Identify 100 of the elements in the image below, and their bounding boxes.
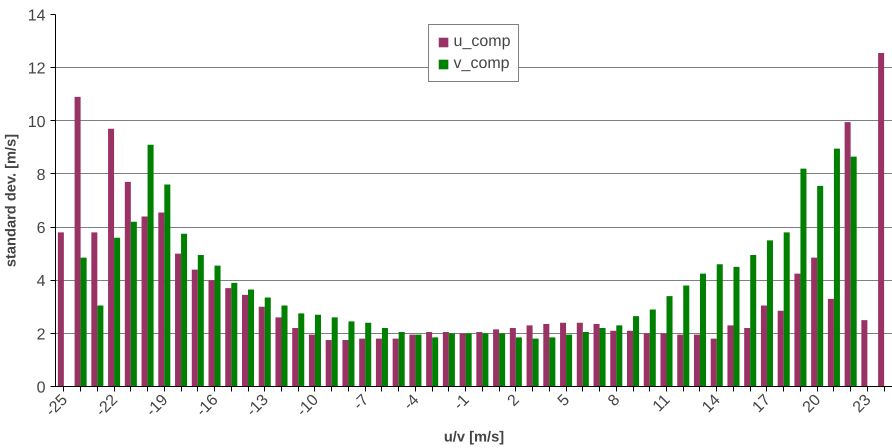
bar xyxy=(532,338,539,386)
bar xyxy=(834,148,840,386)
bar xyxy=(275,317,282,386)
bar xyxy=(148,144,154,386)
bar xyxy=(660,333,667,386)
bar xyxy=(694,334,700,386)
bar xyxy=(158,212,164,386)
bar xyxy=(292,328,298,386)
bar xyxy=(97,305,104,386)
bar xyxy=(164,184,170,386)
x-tick-label: 14 xyxy=(699,391,724,416)
bar xyxy=(794,274,800,386)
bar xyxy=(58,232,64,386)
bar xyxy=(516,337,522,386)
bar xyxy=(476,332,482,386)
y-tick-label: 4 xyxy=(36,273,46,290)
bar xyxy=(778,310,784,386)
bar xyxy=(666,296,673,386)
x-tick-label: -22 xyxy=(92,391,122,420)
bar xyxy=(811,258,818,386)
bar xyxy=(677,334,684,386)
bar xyxy=(733,266,740,386)
bar xyxy=(850,156,857,386)
bar xyxy=(392,338,399,386)
bar xyxy=(281,305,288,386)
bar xyxy=(142,216,148,386)
y-tick-label: 8 xyxy=(36,166,46,184)
x-tick-label: -19 xyxy=(143,391,172,420)
bar xyxy=(264,297,271,386)
bar xyxy=(510,328,516,386)
bar xyxy=(576,322,583,386)
bar xyxy=(225,288,232,386)
x-tick-label: 20 xyxy=(800,391,824,416)
x-tick-label: 5 xyxy=(554,391,574,410)
bar xyxy=(560,322,566,386)
bar xyxy=(442,332,449,386)
legend-label: u_comp xyxy=(454,33,510,51)
bar xyxy=(750,254,756,386)
bar xyxy=(415,334,422,386)
bar xyxy=(432,337,438,386)
bar xyxy=(683,286,690,386)
bar xyxy=(314,314,321,386)
y-tick-label: 10 xyxy=(28,114,46,131)
bar xyxy=(448,333,455,386)
x-tick-label: 17 xyxy=(749,391,774,416)
bar xyxy=(192,270,198,386)
bar xyxy=(348,321,354,386)
x-tick-label: -1 xyxy=(450,391,473,414)
bar xyxy=(175,254,182,386)
bar xyxy=(710,338,717,386)
bar xyxy=(543,324,550,386)
x-tick-label: -16 xyxy=(193,391,222,420)
bar xyxy=(359,338,366,386)
bar xyxy=(493,329,500,386)
bar xyxy=(231,282,238,386)
bar xyxy=(627,330,634,386)
bar xyxy=(248,290,254,386)
bar xyxy=(108,128,114,386)
bar xyxy=(326,340,332,386)
bar xyxy=(242,294,248,386)
bar xyxy=(566,334,572,386)
bar xyxy=(258,306,265,386)
x-axis-title: u/v [m/s] xyxy=(444,429,504,446)
bar xyxy=(716,264,723,386)
bar xyxy=(332,317,338,386)
bar xyxy=(482,333,488,386)
bar xyxy=(409,334,416,386)
bar xyxy=(582,332,589,386)
y-tick-label: 2 xyxy=(36,326,46,344)
x-tick-label: 11 xyxy=(650,391,674,416)
bar xyxy=(784,232,790,386)
bar xyxy=(760,305,767,386)
bar xyxy=(198,254,204,386)
x-tick-label: 23 xyxy=(850,391,875,416)
bar xyxy=(124,182,131,386)
bar xyxy=(130,222,137,386)
y-tick-label: 14 xyxy=(28,8,46,24)
bar xyxy=(460,333,466,386)
x-tick-label: -7 xyxy=(350,391,372,414)
bar xyxy=(342,340,348,386)
bar xyxy=(181,234,188,386)
bar xyxy=(600,328,606,386)
bar xyxy=(308,334,315,386)
bar xyxy=(633,316,640,386)
bar xyxy=(208,280,215,386)
x-tick-label: -13 xyxy=(243,391,272,420)
bar xyxy=(828,298,834,386)
bar xyxy=(80,258,87,386)
y-tick-label: 6 xyxy=(36,220,46,238)
bar xyxy=(91,232,98,386)
bar xyxy=(466,333,472,386)
bar xyxy=(861,320,868,386)
bar xyxy=(766,240,773,386)
bar xyxy=(644,333,650,386)
bar xyxy=(650,309,656,386)
bar xyxy=(817,186,824,386)
bar xyxy=(426,332,432,386)
bar xyxy=(549,337,556,386)
bar xyxy=(74,96,81,386)
y-tick-label: 12 xyxy=(28,60,46,78)
